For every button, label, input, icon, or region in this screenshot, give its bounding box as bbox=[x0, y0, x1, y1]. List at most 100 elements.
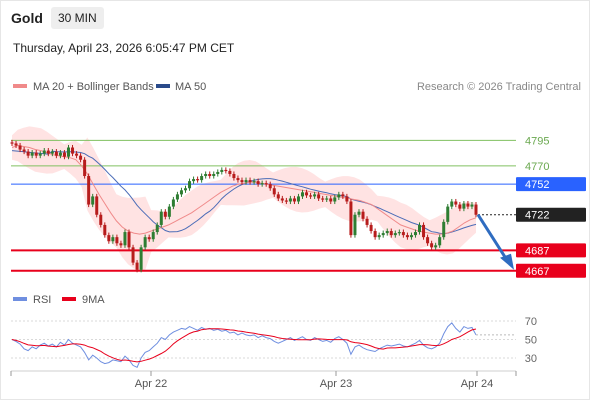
rsi-tick-70: 70 bbox=[525, 316, 537, 328]
candle-body bbox=[397, 232, 401, 234]
candle-body bbox=[159, 211, 163, 225]
candle-body bbox=[79, 155, 83, 160]
candle-body bbox=[163, 211, 167, 217]
timeframe-badge[interactable]: 30 MIN bbox=[51, 7, 104, 29]
candle-body bbox=[87, 176, 91, 205]
legend-label-ma20: MA 20 + Bollinger Bands bbox=[33, 81, 154, 93]
candle-body bbox=[34, 152, 38, 156]
rsi-line bbox=[11, 322, 477, 368]
candle-body bbox=[208, 173, 212, 177]
level-label-4687: 4687 bbox=[525, 245, 549, 257]
candle-body bbox=[107, 235, 111, 242]
candle-body bbox=[220, 169, 224, 172]
candle-body bbox=[175, 194, 179, 200]
candle-body bbox=[264, 183, 268, 185]
candle-body bbox=[377, 235, 381, 238]
candle-body bbox=[458, 204, 462, 209]
level-label-4795: 4795 bbox=[525, 135, 549, 147]
candle-body bbox=[38, 153, 42, 156]
candle-body bbox=[434, 245, 438, 248]
legend-label-rsi-ma: 9MA bbox=[82, 294, 105, 306]
candle-body bbox=[42, 150, 46, 154]
x-tick-label: Apr 22 bbox=[135, 378, 167, 390]
candle-body bbox=[236, 178, 240, 181]
candle-body bbox=[143, 237, 147, 248]
candle-body bbox=[91, 196, 95, 205]
candle-body bbox=[212, 173, 216, 177]
level-label-4752: 4752 bbox=[525, 179, 549, 191]
candle-body bbox=[196, 179, 200, 181]
candle-body bbox=[115, 237, 119, 244]
candle-body bbox=[123, 232, 127, 246]
candle-body bbox=[317, 194, 321, 199]
candle-body bbox=[127, 232, 131, 248]
candle-body bbox=[71, 147, 75, 154]
candle-body bbox=[135, 262, 139, 270]
candle-body bbox=[361, 211, 365, 219]
candle-body bbox=[232, 173, 236, 179]
research-credit: Research © 2026 Trading Central bbox=[417, 81, 581, 93]
candle-body bbox=[179, 190, 183, 195]
candle-body bbox=[167, 206, 171, 217]
candle-body bbox=[284, 200, 288, 202]
candle-body bbox=[155, 224, 159, 233]
legend-swatch-ma20 bbox=[13, 84, 27, 88]
candle-body bbox=[296, 196, 300, 202]
candle-body bbox=[54, 151, 58, 156]
candle-body bbox=[151, 232, 155, 240]
forecast-arrow-head bbox=[500, 253, 514, 270]
candle-body bbox=[58, 152, 62, 156]
candle-body bbox=[353, 214, 357, 236]
candle-body bbox=[401, 232, 405, 236]
candle-body bbox=[14, 143, 18, 146]
candle-body bbox=[26, 151, 30, 156]
instrument-title: Gold bbox=[11, 10, 43, 26]
candle-body bbox=[139, 247, 143, 270]
candle-body bbox=[462, 203, 466, 209]
candle-body bbox=[409, 235, 413, 238]
timestamp: Thursday, April 23, 2026 6:05:47 PM CET bbox=[13, 41, 235, 55]
candle-body bbox=[188, 181, 192, 189]
candle-body bbox=[288, 198, 292, 202]
candle-body bbox=[99, 214, 103, 225]
legend-label-rsi: RSI bbox=[33, 294, 51, 306]
candle-body bbox=[66, 147, 70, 157]
candle-body bbox=[446, 206, 450, 222]
candle-body bbox=[171, 199, 175, 207]
candle-body bbox=[252, 181, 256, 183]
candle-body bbox=[50, 151, 54, 154]
candle-body bbox=[75, 153, 79, 156]
candle-body bbox=[333, 197, 337, 202]
candle-body bbox=[18, 145, 22, 150]
candle-body bbox=[357, 211, 361, 215]
candle-body bbox=[272, 188, 276, 195]
level-label-4722: 4722 bbox=[525, 210, 549, 222]
candle-body bbox=[405, 235, 409, 238]
candle-body bbox=[256, 181, 260, 185]
level-label-4770: 4770 bbox=[525, 161, 549, 173]
candle-body bbox=[192, 179, 196, 182]
ma50-line bbox=[11, 150, 477, 235]
candle-body bbox=[438, 237, 442, 246]
candle-body bbox=[309, 195, 313, 197]
candle-body bbox=[244, 180, 248, 183]
candle-body bbox=[111, 237, 115, 242]
legend-label-ma50: MA 50 bbox=[175, 81, 206, 93]
legend-swatch-ma50 bbox=[156, 84, 170, 88]
candle-body bbox=[470, 204, 474, 207]
candle-body bbox=[393, 233, 397, 236]
candle-body bbox=[103, 224, 107, 236]
candle-body bbox=[46, 150, 50, 154]
candle-body bbox=[216, 171, 220, 174]
candle-body bbox=[228, 170, 232, 174]
rsi-tick-30: 30 bbox=[525, 353, 537, 365]
candle-body bbox=[22, 149, 26, 152]
level-tag-4752 bbox=[516, 177, 586, 192]
candle-body bbox=[183, 188, 187, 191]
candle-body bbox=[95, 196, 99, 215]
candle-body bbox=[385, 231, 389, 234]
candle-body bbox=[389, 231, 393, 236]
legend-swatch-rsi-ma bbox=[62, 297, 76, 301]
candle-body bbox=[83, 159, 87, 177]
